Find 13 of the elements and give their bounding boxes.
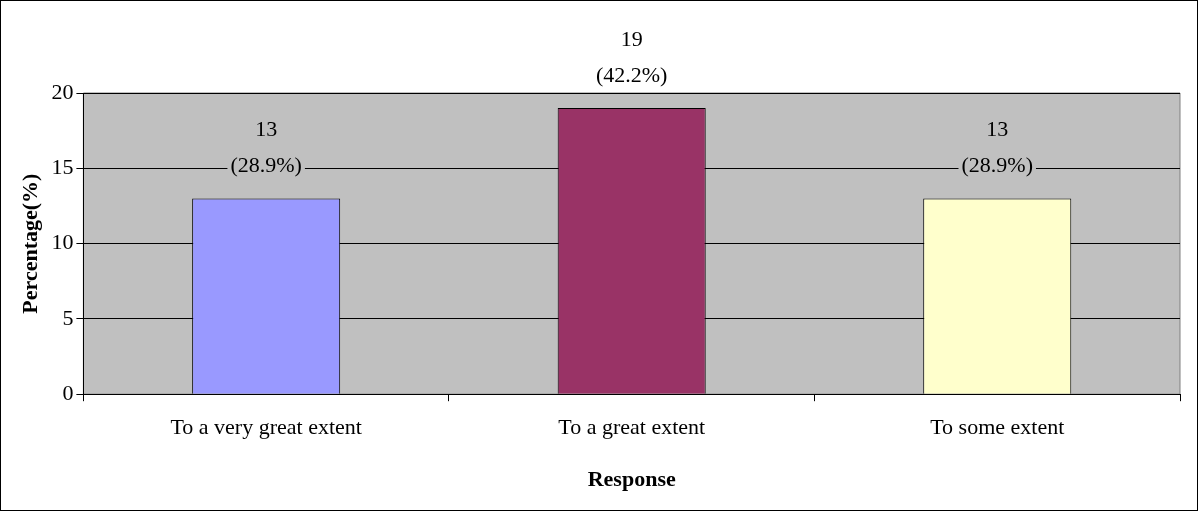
x-tick-label: To some extent [930,414,1065,440]
y-tick-label: 20 [51,78,74,104]
y-axis-title: Percentage(%) [16,173,42,314]
data-label: 13 (28.9%) [230,116,302,178]
x-tick-label: To a great extent [558,414,706,440]
data-label: 13 (28.9%) [961,116,1033,178]
y-tick-label: 10 [51,229,74,255]
x-tick-label: To a very great extent [170,414,362,440]
y-tick-label: 0 [62,379,74,405]
data-label: 19 (42.2%) [595,26,668,88]
y-tick-label: 5 [62,304,74,330]
y-tick-label: 15 [51,154,74,180]
x-axis-title: Response [587,466,676,492]
